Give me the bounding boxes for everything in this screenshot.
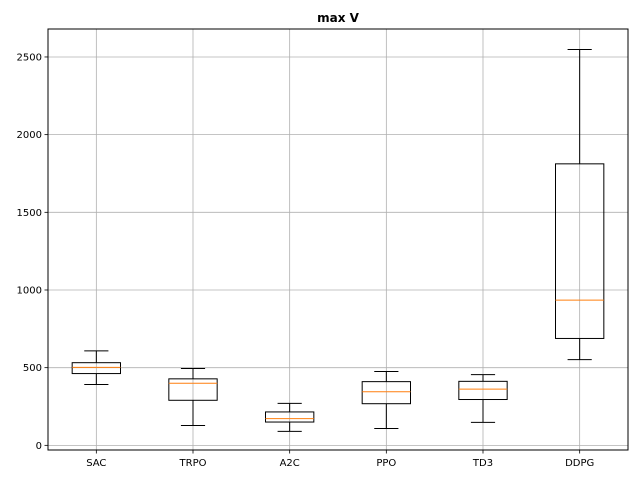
- box-group-sac: [71, 350, 121, 385]
- tick-layer: 0 500 1000 1500 2000 2500 SAC TRPO A2C PPO TD3 DDPG: [17, 52, 595, 469]
- iqr-box: [458, 380, 508, 401]
- x-tick-label: PPO: [376, 458, 396, 469]
- x-tick-label: SAC: [86, 458, 106, 469]
- y-tick-label: 2500: [17, 52, 42, 63]
- box-group-td3: [458, 374, 508, 423]
- box-group-trpo: [168, 367, 218, 426]
- y-tick-label: 1000: [17, 285, 42, 296]
- x-tick-label: DDPG: [565, 458, 594, 469]
- box-layer: [71, 49, 605, 432]
- x-tick-label: TD3: [472, 458, 493, 469]
- x-tick-label: A2C: [280, 458, 300, 469]
- y-tick-label: 500: [23, 363, 42, 374]
- iqr-box: [168, 378, 218, 401]
- y-tick-label: 0: [36, 441, 42, 452]
- iqr-box: [555, 163, 605, 339]
- x-tick-label: TRPO: [179, 458, 207, 469]
- box-group-ppo: [361, 371, 411, 430]
- iqr-box: [265, 411, 315, 423]
- box-group-a2c: [265, 402, 315, 432]
- iqr-box: [361, 381, 411, 405]
- plot-frame: [47, 28, 629, 451]
- box-group-ddpg: [555, 49, 605, 361]
- chart-title: max V: [317, 11, 360, 25]
- iqr-box: [71, 362, 121, 375]
- y-tick-label: 2000: [17, 130, 42, 141]
- y-tick-label: 1500: [17, 208, 42, 219]
